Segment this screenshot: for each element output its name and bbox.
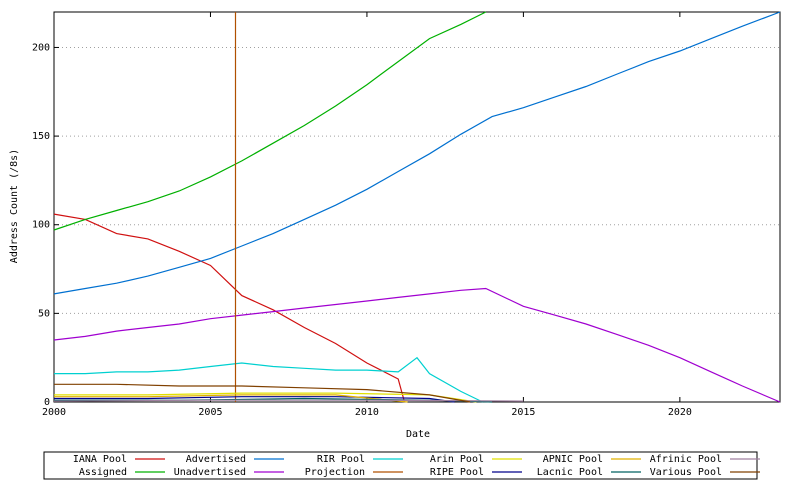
- y-tick-label: 150: [32, 131, 50, 142]
- series-line: [54, 356, 483, 403]
- legend-label: RIPE Pool: [430, 467, 484, 478]
- x-tick-label: 2000: [42, 407, 66, 418]
- series-line: [53, 399, 524, 402]
- y-tick-label: 200: [32, 42, 50, 53]
- legend-label: Afrinic Pool: [650, 454, 722, 465]
- legend-label: Unadvertised: [174, 467, 246, 478]
- legend-label: RIR Pool: [317, 454, 365, 465]
- x-tick-label: 2010: [355, 407, 379, 418]
- legend-label: APNIC Pool: [543, 454, 603, 465]
- series-line: [53, 287, 781, 403]
- y-tick-label: 50: [38, 308, 50, 319]
- series-line: [53, 11, 781, 295]
- x-axis-label: Date: [406, 429, 430, 440]
- y-tick-label: 100: [32, 220, 50, 231]
- legend-label: Lacnic Pool: [537, 467, 603, 478]
- legend-label: Various Pool: [650, 467, 722, 478]
- legend-label: Assigned: [79, 467, 127, 478]
- series-line: [54, 383, 471, 403]
- legend-box: [43, 451, 758, 480]
- series-line: [54, 396, 455, 403]
- y-tick-label: 0: [44, 397, 50, 408]
- series-line: [54, 394, 408, 403]
- plot-frame: [53, 11, 781, 403]
- legend-label: Projection: [305, 467, 365, 478]
- series-line: [53, 213, 406, 403]
- series-line: [53, 11, 487, 231]
- x-tick-label: 2015: [511, 407, 535, 418]
- legend-label: Advertised: [186, 454, 246, 465]
- legend-label: IANA Pool: [73, 454, 127, 465]
- x-tick-label: 2005: [198, 407, 222, 418]
- y-axis-label: Address Count (/8s): [9, 149, 20, 263]
- x-tick-label: 2020: [668, 407, 692, 418]
- legend-label: Arin Pool: [430, 454, 484, 465]
